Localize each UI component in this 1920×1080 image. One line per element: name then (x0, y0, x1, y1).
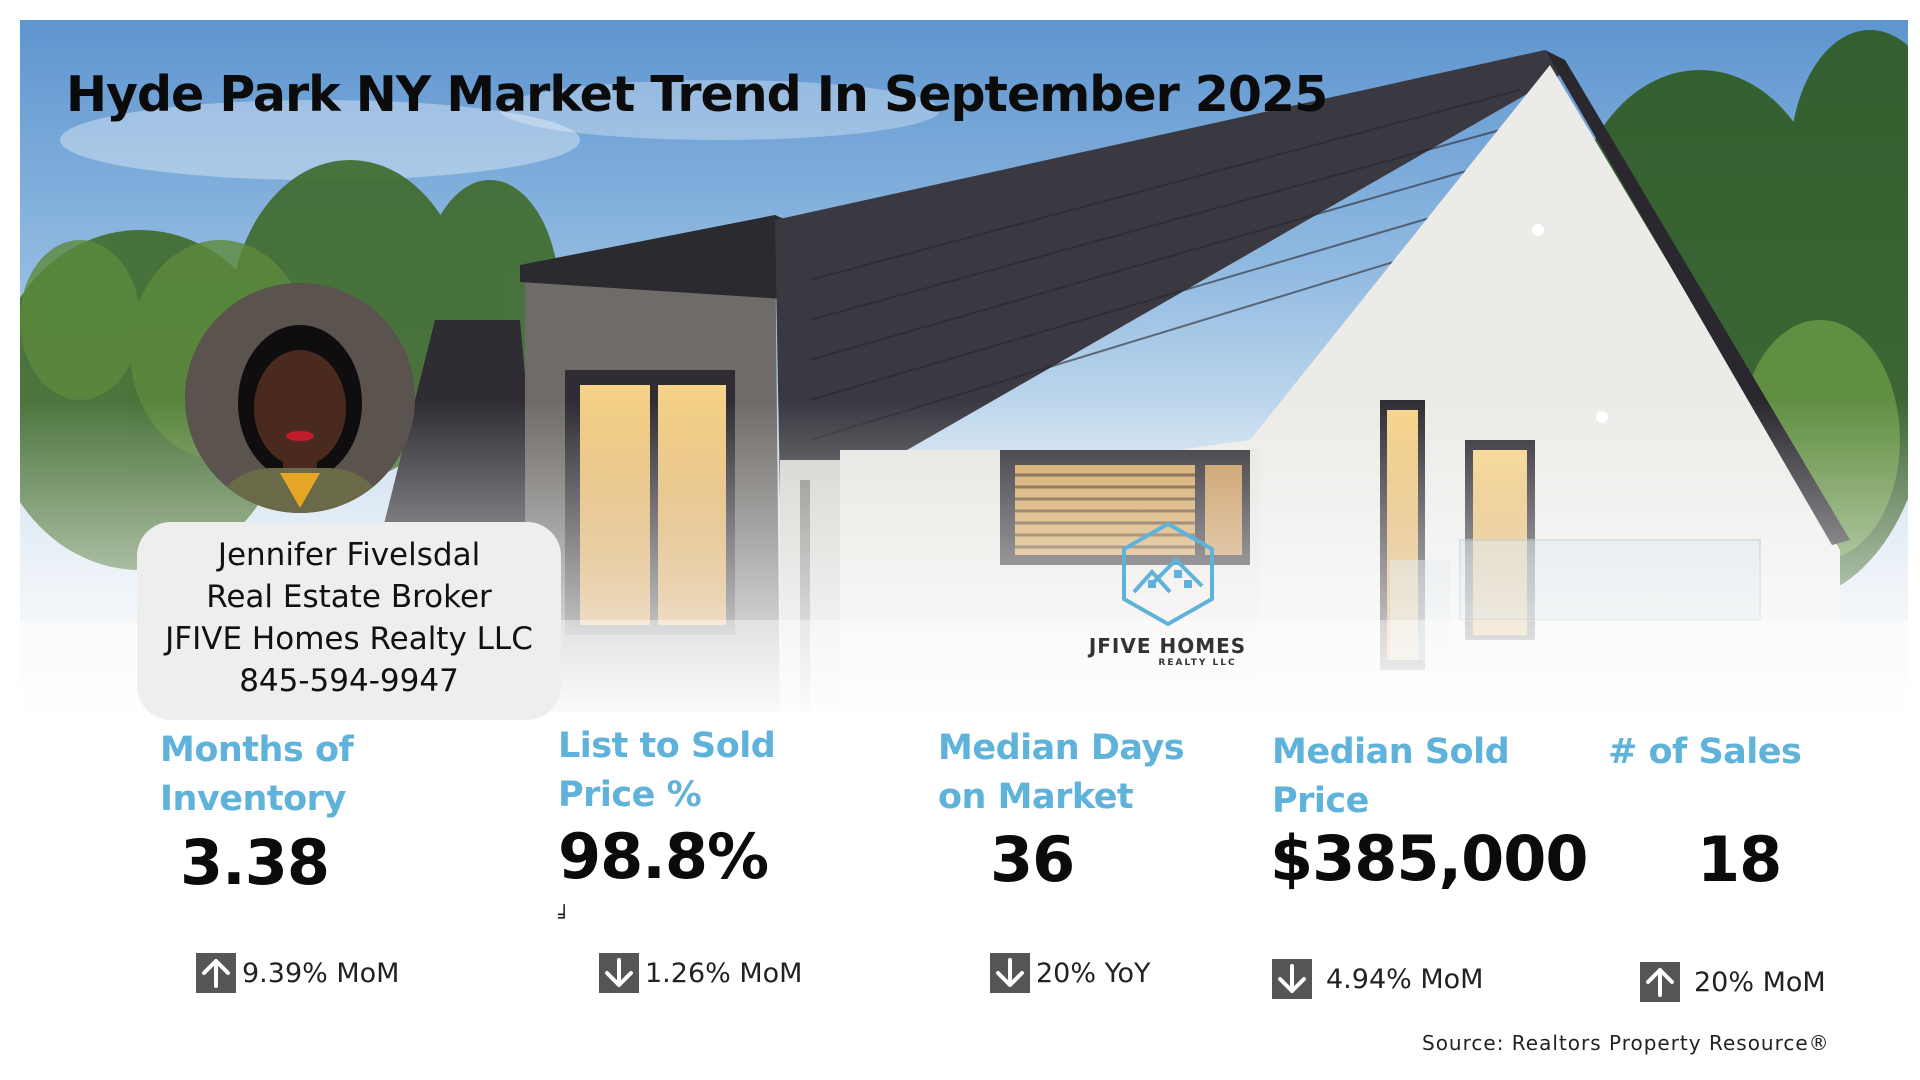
stat-label-line: Median Sold (1272, 732, 1510, 772)
arrow-up-icon (196, 953, 236, 993)
stat-label-line: Price % (558, 775, 702, 815)
agent-phone[interactable]: 845-594-9947 (239, 663, 459, 699)
agent-contact-card: Jennifer Fivelsdal Real Estate Broker JF… (137, 522, 561, 720)
logo-brand-sub: REALTY LLC (1158, 658, 1237, 668)
stat-months-inventory-change: 9.39% MoM (196, 953, 399, 993)
stat-median-price-label: Median Sold Price (1272, 728, 1510, 826)
stat-label-line: on Market (938, 777, 1134, 817)
change-text: 20% MoM (1694, 966, 1826, 998)
logo-brand: JFIVE HOMES (1088, 634, 1247, 658)
stat-months-inventory-value: 3.38 (180, 826, 330, 899)
stat-median-days-change: 20% YoY (990, 953, 1151, 993)
arrow-down-icon (599, 953, 639, 993)
page-title: Hyde Park NY Market Trend In September 2… (66, 66, 1328, 123)
hero-photo (20, 20, 1908, 712)
stat-median-price-value: $385,000 (1270, 822, 1589, 895)
logo-house-icon (1121, 521, 1214, 627)
arrow-up-icon (1640, 962, 1680, 1002)
stat-list-to-sold-label: List to Sold Price % (558, 722, 776, 820)
stat-median-days-label: Median Days on Market (938, 724, 1185, 822)
jfive-logo: JFIVE HOMES REALTY LLC (1075, 520, 1260, 670)
change-text: 4.94% MoM (1326, 963, 1484, 995)
stat-list-to-sold-value: 98.8% (558, 820, 769, 893)
stat-label-line: Median Days (938, 728, 1185, 768)
stat-num-sales-change: 20% MoM (1640, 962, 1826, 1002)
stat-label-line: Months of (160, 730, 354, 770)
change-text: 9.39% MoM (242, 957, 400, 989)
stat-num-sales-label: # of Sales (1608, 728, 1802, 777)
stat-num-sales-value: 18 (1697, 823, 1782, 896)
stat-median-days-value: 36 (990, 823, 1075, 896)
agent-role: Real Estate Broker (206, 579, 492, 615)
arrow-down-icon (1272, 959, 1312, 999)
stat-median-price-change: 4.94% MoM (1272, 959, 1483, 999)
stat-list-to-sold-change: 1.26% MoM (599, 953, 802, 993)
stray-mark: ╛ (558, 904, 571, 928)
stat-label-line: Inventory (160, 779, 346, 819)
stat-label-line: Price (1272, 781, 1369, 821)
arrow-down-icon (990, 953, 1030, 993)
source-credit: Source: Realtors Property Resource® (1422, 1031, 1830, 1055)
agent-name: Jennifer Fivelsdal (217, 537, 481, 573)
change-text: 1.26% MoM (645, 957, 803, 989)
agent-photo (185, 283, 415, 513)
stat-months-inventory-label: Months of Inventory (160, 726, 354, 824)
stat-label-line: # of Sales (1608, 732, 1802, 772)
stat-label-line: List to Sold (558, 726, 776, 766)
agent-company: JFIVE Homes Realty LLC (165, 621, 533, 657)
change-text: 20% YoY (1036, 957, 1151, 989)
